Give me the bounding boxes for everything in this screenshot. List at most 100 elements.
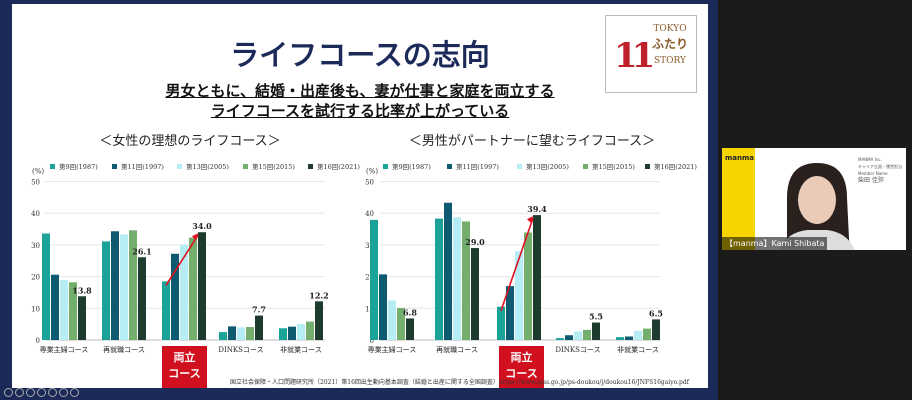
bar <box>315 301 323 340</box>
y-tick-label: 0 <box>370 337 374 345</box>
bar <box>198 232 206 340</box>
bar <box>219 332 227 340</box>
trend-arrow <box>500 217 534 311</box>
y-tick-label: 10 <box>31 305 40 313</box>
subtitle-line-1: 男女ともに、結婚・出産後も、妻が仕事と家庭を両立する <box>12 80 708 101</box>
bar <box>370 219 378 340</box>
bar <box>60 280 68 340</box>
bar <box>524 232 532 340</box>
trend-arrow <box>165 234 199 286</box>
source-citation: 国立社会保障・人口問題研究所（2021）第16回出生動向基本調査（結婚と出産に関… <box>230 379 689 386</box>
y-tick-label: 30 <box>365 242 374 250</box>
subtitle-text-1: 男女ともに、結婚・出産後も、妻が仕事と家庭を両立する <box>165 82 555 100</box>
y-axis-unit: (%) <box>32 168 44 176</box>
legend-swatch <box>517 164 522 169</box>
data-label: 26.1 <box>132 246 151 256</box>
bar <box>288 326 296 340</box>
participant-video[interactable]: manma MANMA Inc. キャリア企画・運営担当 Member Name 柴田… <box>722 148 906 250</box>
zoom-icon[interactable] <box>26 388 35 397</box>
bar <box>453 217 461 340</box>
legend-swatch <box>447 164 452 169</box>
slide-title: ライフコースの志向 <box>230 38 490 72</box>
highlight-badge-women: 両立 コース <box>162 346 207 388</box>
bar <box>444 202 452 340</box>
x-tick-label: 再就職コース <box>103 345 145 354</box>
bar <box>406 318 414 340</box>
participant-name-tag: 【manma】Kami Shibata <box>722 237 828 250</box>
y-tick-label: 40 <box>365 210 374 218</box>
x-tick-label: DINKSコース <box>218 346 263 354</box>
badge-line-2: コース <box>168 367 201 380</box>
legend-swatch <box>645 164 650 169</box>
legend-label: 第11回(1997) <box>121 162 164 171</box>
legend-swatch <box>177 164 182 169</box>
y-tick-label: 0 <box>36 337 40 345</box>
legend-swatch <box>50 164 55 169</box>
bar <box>574 331 582 340</box>
bar <box>111 231 119 340</box>
next-icon[interactable] <box>70 388 79 397</box>
bar <box>583 329 591 340</box>
annotation-toolbar <box>4 388 79 397</box>
info-4: 柴田 佳弥 <box>858 177 884 184</box>
bar <box>652 319 660 340</box>
logo-mark-icon: 11 <box>614 36 655 76</box>
tokyo-futari-story-logo: 11 TOKYO ふたり STORY <box>605 15 697 93</box>
x-tick-label: 専業主婦コース <box>368 345 417 354</box>
data-label: 39.4 <box>527 204 547 214</box>
x-tick-label: 非就業コース <box>617 345 659 354</box>
highlight-badge-men: 両立 コース <box>499 346 544 388</box>
bar <box>189 237 197 340</box>
bar <box>228 326 236 340</box>
virtual-bg-info: MANMA Inc. キャリア企画・運営担当 Member Name 柴田 佳弥 <box>858 156 902 184</box>
legend-swatch <box>243 164 248 169</box>
bar <box>592 322 600 340</box>
bar <box>506 286 514 340</box>
grid-icon[interactable] <box>37 388 46 397</box>
bar <box>515 251 523 340</box>
arrow-head-icon <box>527 216 533 224</box>
x-tick-label: 非就業コース <box>280 345 322 354</box>
bar <box>565 335 573 340</box>
data-label: 34.0 <box>192 221 212 231</box>
logo-text: TOKYO ふたり STORY <box>651 24 688 66</box>
y-tick-label: 10 <box>365 305 374 313</box>
bar <box>120 234 128 340</box>
y-tick-label: 50 <box>365 179 374 187</box>
legend-label: 第15回(2015) <box>252 162 295 171</box>
badge-line-2: コース <box>505 367 538 380</box>
bar <box>435 218 443 340</box>
data-label: 29.0 <box>465 237 485 247</box>
more-icon[interactable] <box>59 388 68 397</box>
bar <box>69 282 77 340</box>
bar <box>471 248 479 340</box>
legend-label: 第11回(1997) <box>456 162 499 171</box>
prev-icon[interactable] <box>4 388 13 397</box>
bar <box>78 296 86 340</box>
bar <box>102 241 110 340</box>
pen-icon[interactable] <box>15 388 24 397</box>
bar <box>462 221 470 340</box>
shared-slide-frame: ライフコースの志向 男女ともに、結婚・出産後も、妻が仕事と家庭を両立する ライフ… <box>0 0 718 400</box>
screen-icon[interactable] <box>48 388 57 397</box>
y-tick-label: 40 <box>31 210 40 218</box>
bar <box>634 330 642 340</box>
chart-title-women: ＜女性の理想のライフコース＞ <box>99 134 281 149</box>
data-label: 6.8 <box>403 307 417 317</box>
bar <box>379 274 387 340</box>
bar <box>625 336 633 340</box>
y-tick-label: 50 <box>31 179 40 187</box>
legend-label: 第13回(2005) <box>186 162 229 171</box>
bar <box>51 274 59 340</box>
bar <box>297 324 305 340</box>
arrow-head-icon <box>192 233 198 241</box>
bar <box>306 321 314 340</box>
badge-line-1: 両立 <box>173 351 196 364</box>
bar <box>397 307 405 340</box>
bar <box>171 253 179 340</box>
legend-label: 第13回(2005) <box>526 162 569 171</box>
legend-label: 第9回(1987) <box>392 162 431 171</box>
bar <box>180 244 188 340</box>
subtitle-line-2: ライフコースを試行する比率が上がっている <box>12 100 708 121</box>
bar <box>42 233 50 340</box>
